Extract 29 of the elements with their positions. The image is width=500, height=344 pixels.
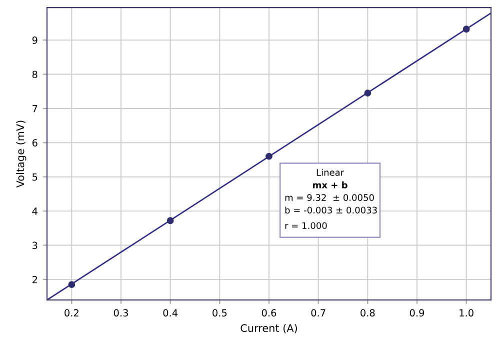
x-tick-label: 0.5 [212,309,227,317]
annotation: m = 9.32 ± 0.0050 [285,194,374,201]
x-tick-label: 0.9 [410,309,424,317]
y-tick-label: 6 [32,139,38,146]
annotation: Linear [316,168,344,176]
y-tick-label: 3 [32,242,38,250]
x-tick-label: 0.4 [163,309,178,317]
y-tick-label: 4 [32,208,38,215]
point [266,152,272,160]
y-tick-label: 8 [32,70,38,78]
y-tick-label: 9 [32,36,38,44]
annotation: b = -0.003 ± 0.0033 [285,206,377,214]
annotation: mx + b [313,181,348,188]
point [462,26,470,33]
y-tick-label: 7 [32,105,38,112]
y-axis-title: Voltage (mV) [16,120,26,188]
annotation: r = 1.000 [285,222,327,230]
point [68,281,76,288]
x-tick-label: 1.0 [460,309,474,317]
x-tick-label: 0.2 [64,309,78,317]
x-axis-title: Current (A) [240,324,297,334]
x-tick-label: 0.7 [311,309,326,317]
y-tick-label: 5 [32,173,38,181]
x-tick-label: 0.6 [262,309,276,317]
y-tick-label: 2 [32,276,37,284]
point [364,90,372,97]
x-tick-label: 0.8 [360,309,375,317]
point [166,217,174,224]
x-tick-label: 0.3 [114,309,128,317]
